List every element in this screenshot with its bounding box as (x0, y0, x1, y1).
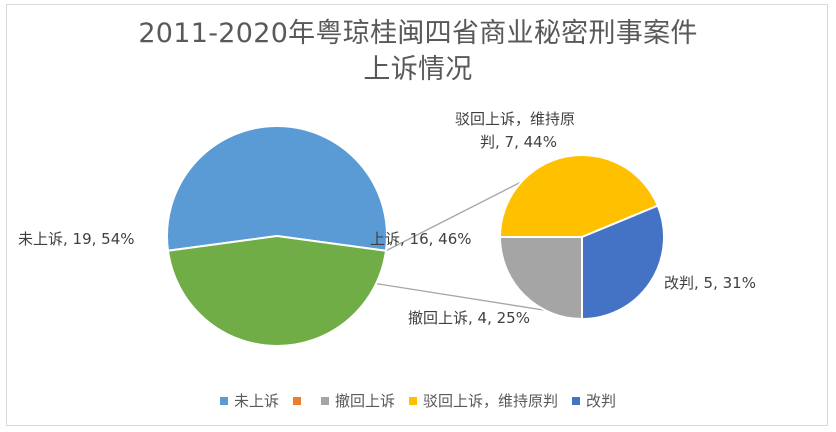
chart-frame (6, 4, 828, 426)
main-slice-未上诉 (166, 125, 388, 252)
legend-item-未上诉: 未上诉 (219, 390, 279, 411)
secondary-slice-驳回上诉-维持原判 (498, 154, 660, 238)
data-label-驳回上诉-维持原判-line2: 判, 7, 44% (480, 133, 557, 151)
secondary-slice-撤回上诉 (498, 236, 583, 321)
data-label-未上诉: 未上诉, 19, 54% (18, 230, 135, 248)
legend-item-改判: 改判 (572, 390, 616, 411)
data-label-上诉: 上诉, 16, 46% (370, 230, 472, 248)
legend-swatch (572, 396, 581, 405)
chart-legend: 未上诉 撤回上诉 驳回上诉，维持原判 改判 (0, 390, 836, 411)
legend-swatch (409, 396, 417, 405)
legend-item-unnamed-series (292, 396, 307, 405)
main-slice-上诉 (166, 234, 388, 347)
chart-title-line1: 2011-2020年粤琼桂闽四省商业秘密刑事案件 (138, 18, 698, 49)
chart-title-line2: 上诉情况 (363, 54, 473, 85)
legend-label: 撤回上诉 (334, 392, 395, 410)
legend-label: 未上诉 (233, 392, 279, 410)
legend-swatch (219, 396, 228, 405)
legend-label: 改判 (586, 392, 617, 410)
legend-label: 驳回上诉，维持原判 (423, 392, 559, 410)
legend-swatch (320, 396, 329, 405)
data-label-改判: 改判, 5, 31% (664, 274, 756, 292)
legend-item-驳回上诉-维持原判: 驳回上诉，维持原判 (409, 390, 558, 411)
legend-item-撤回上诉: 撤回上诉 (320, 390, 395, 411)
secondary-slice-改判 (581, 204, 665, 321)
data-label-撤回上诉: 撤回上诉, 4, 25% (408, 309, 530, 327)
data-label-驳回上诉-维持原判-line1: 驳回上诉，维持原 (455, 110, 575, 128)
legend-swatch (292, 396, 301, 405)
